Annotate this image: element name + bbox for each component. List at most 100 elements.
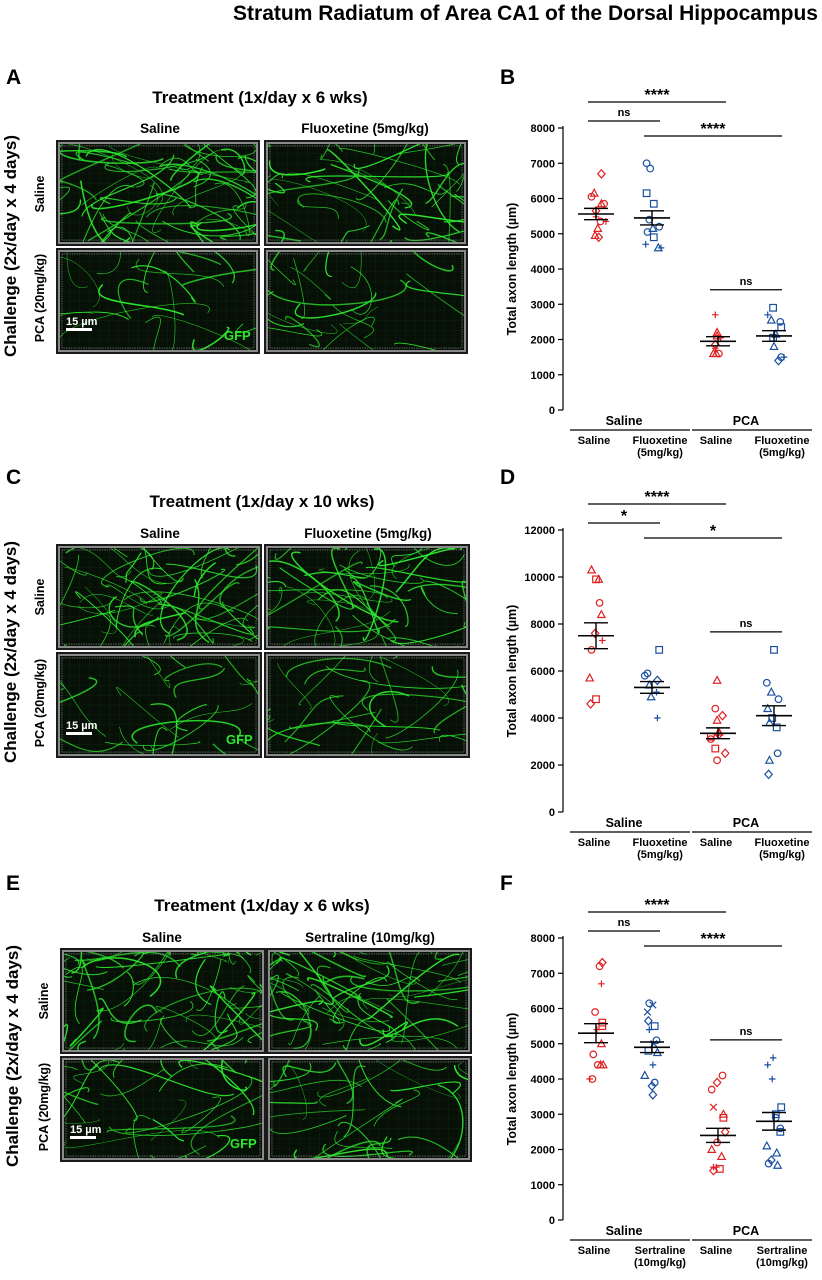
data-point	[773, 749, 782, 758]
axon-fiber	[413, 548, 465, 566]
axon-fiber	[150, 703, 178, 754]
axon-fiber	[365, 566, 466, 583]
axon-fiber	[132, 952, 169, 985]
axon-fiber	[366, 1137, 392, 1158]
axon-fiber	[175, 952, 210, 979]
gfp-label: GFP	[226, 732, 253, 747]
axon-fiber	[84, 586, 117, 634]
axon-fiber	[373, 144, 375, 155]
micrograph-a-saline-fluoxetine	[266, 142, 466, 244]
micrograph-a-saline-saline	[58, 142, 258, 244]
axon-fiber	[110, 230, 132, 242]
axon-fiber	[80, 548, 132, 578]
axon-fiber	[60, 145, 164, 164]
data-point	[715, 1164, 724, 1173]
axon-fiber	[239, 680, 258, 685]
data-point	[764, 1159, 773, 1168]
axon-fiber	[164, 582, 240, 637]
axon-fiber	[155, 1006, 217, 1044]
data-point	[764, 311, 771, 319]
axon-fiber	[194, 579, 210, 643]
data-point	[645, 999, 654, 1008]
axon-fiber	[268, 259, 296, 286]
axon-fiber	[341, 252, 362, 288]
axon-fiber	[423, 580, 466, 601]
sem-error-bar	[640, 1041, 664, 1054]
data-point	[649, 199, 658, 208]
category-label: (5mg/kg)	[637, 849, 683, 861]
y-tick-label: 1000	[531, 1180, 555, 1192]
scale-bar	[66, 328, 92, 331]
column-label-e-drug: Sertraline (10mg/kg)	[305, 930, 435, 945]
axon-fiber	[355, 144, 408, 201]
axon-fiber	[219, 232, 256, 241]
axon-fiber	[194, 593, 258, 620]
axon-fiber	[327, 149, 401, 231]
micrograph-grid	[270, 952, 468, 1050]
axon-fiber	[289, 711, 376, 729]
data-point	[654, 714, 661, 722]
axon-fiber	[81, 166, 159, 206]
axon-fiber	[135, 220, 170, 242]
axon-fiber	[237, 156, 256, 163]
column-label-c-drug: Fluoxetine (5mg/kg)	[304, 526, 432, 541]
axon-fiber	[290, 267, 332, 300]
axon-fiber	[268, 327, 323, 337]
axon-fiber	[388, 240, 393, 242]
data-point	[593, 223, 603, 232]
axon-fiber	[133, 1115, 151, 1158]
axon-fiber	[189, 221, 204, 242]
sem-error-bar	[640, 680, 664, 695]
axon-fiber	[168, 168, 256, 174]
y-axis-label: Total axon length (µm)	[505, 1013, 519, 1146]
data-point	[708, 1165, 719, 1176]
axon-fibers	[268, 548, 466, 646]
axon-fiber	[268, 722, 371, 742]
y-tick-label: 7000	[531, 158, 555, 170]
axon-fiber	[244, 155, 256, 173]
y-tick-label: 12000	[524, 525, 555, 537]
y-tick-label: 2000	[531, 335, 555, 347]
axon-fiber	[236, 323, 256, 334]
axon-fiber	[191, 985, 245, 1036]
axon-fiber	[60, 149, 127, 158]
axon-fibers	[64, 952, 262, 1050]
micrograph-frame	[61, 145, 255, 241]
axon-fiber	[379, 656, 399, 723]
micrograph-grid	[64, 952, 262, 1050]
axon-fiber	[316, 965, 349, 1013]
axon-fiber	[274, 548, 292, 560]
y-tick-label: 0	[549, 1215, 555, 1227]
axon-fiber	[173, 667, 226, 698]
axon-fiber	[177, 252, 222, 265]
axon-fiber	[227, 952, 236, 965]
sem-error-bar	[762, 329, 786, 342]
axon-fiber	[60, 199, 82, 215]
axon-fiber	[245, 1012, 262, 1020]
axon-fiber	[304, 667, 366, 685]
chart-b: Total axon length (µm) 0 1000 2000 3000 4000 5…	[496, 86, 818, 464]
gfp-label: GFP	[224, 328, 251, 343]
axon-fiber	[352, 581, 411, 602]
axon-fiber	[139, 568, 226, 603]
data-point	[593, 574, 604, 583]
axon-fiber	[378, 733, 466, 744]
y-tick-label: 8000	[531, 619, 555, 631]
axon-fiber	[368, 690, 410, 728]
significance-label: *	[621, 508, 628, 525]
axon-fiber	[268, 144, 272, 147]
row-label-e-pca: PCA (20mg/kg)	[37, 1062, 51, 1152]
axon-fiber	[422, 144, 435, 160]
axon-fiber	[270, 1062, 312, 1082]
axon-fiber	[96, 252, 121, 274]
axon-fiber	[290, 680, 371, 754]
data-point	[712, 715, 722, 724]
row-label-c-saline: Saline	[33, 578, 47, 616]
axon-fiber	[191, 326, 230, 350]
figure-title: Stratum Radiatum of Area CA1 of the Dors…	[233, 2, 818, 25]
axon-fiber	[346, 1017, 369, 1050]
y-tick-label: 5000	[531, 1039, 555, 1051]
axon-fiber	[271, 179, 367, 232]
y-tick-label: 8000	[531, 123, 555, 135]
axon-fiber	[222, 601, 258, 640]
